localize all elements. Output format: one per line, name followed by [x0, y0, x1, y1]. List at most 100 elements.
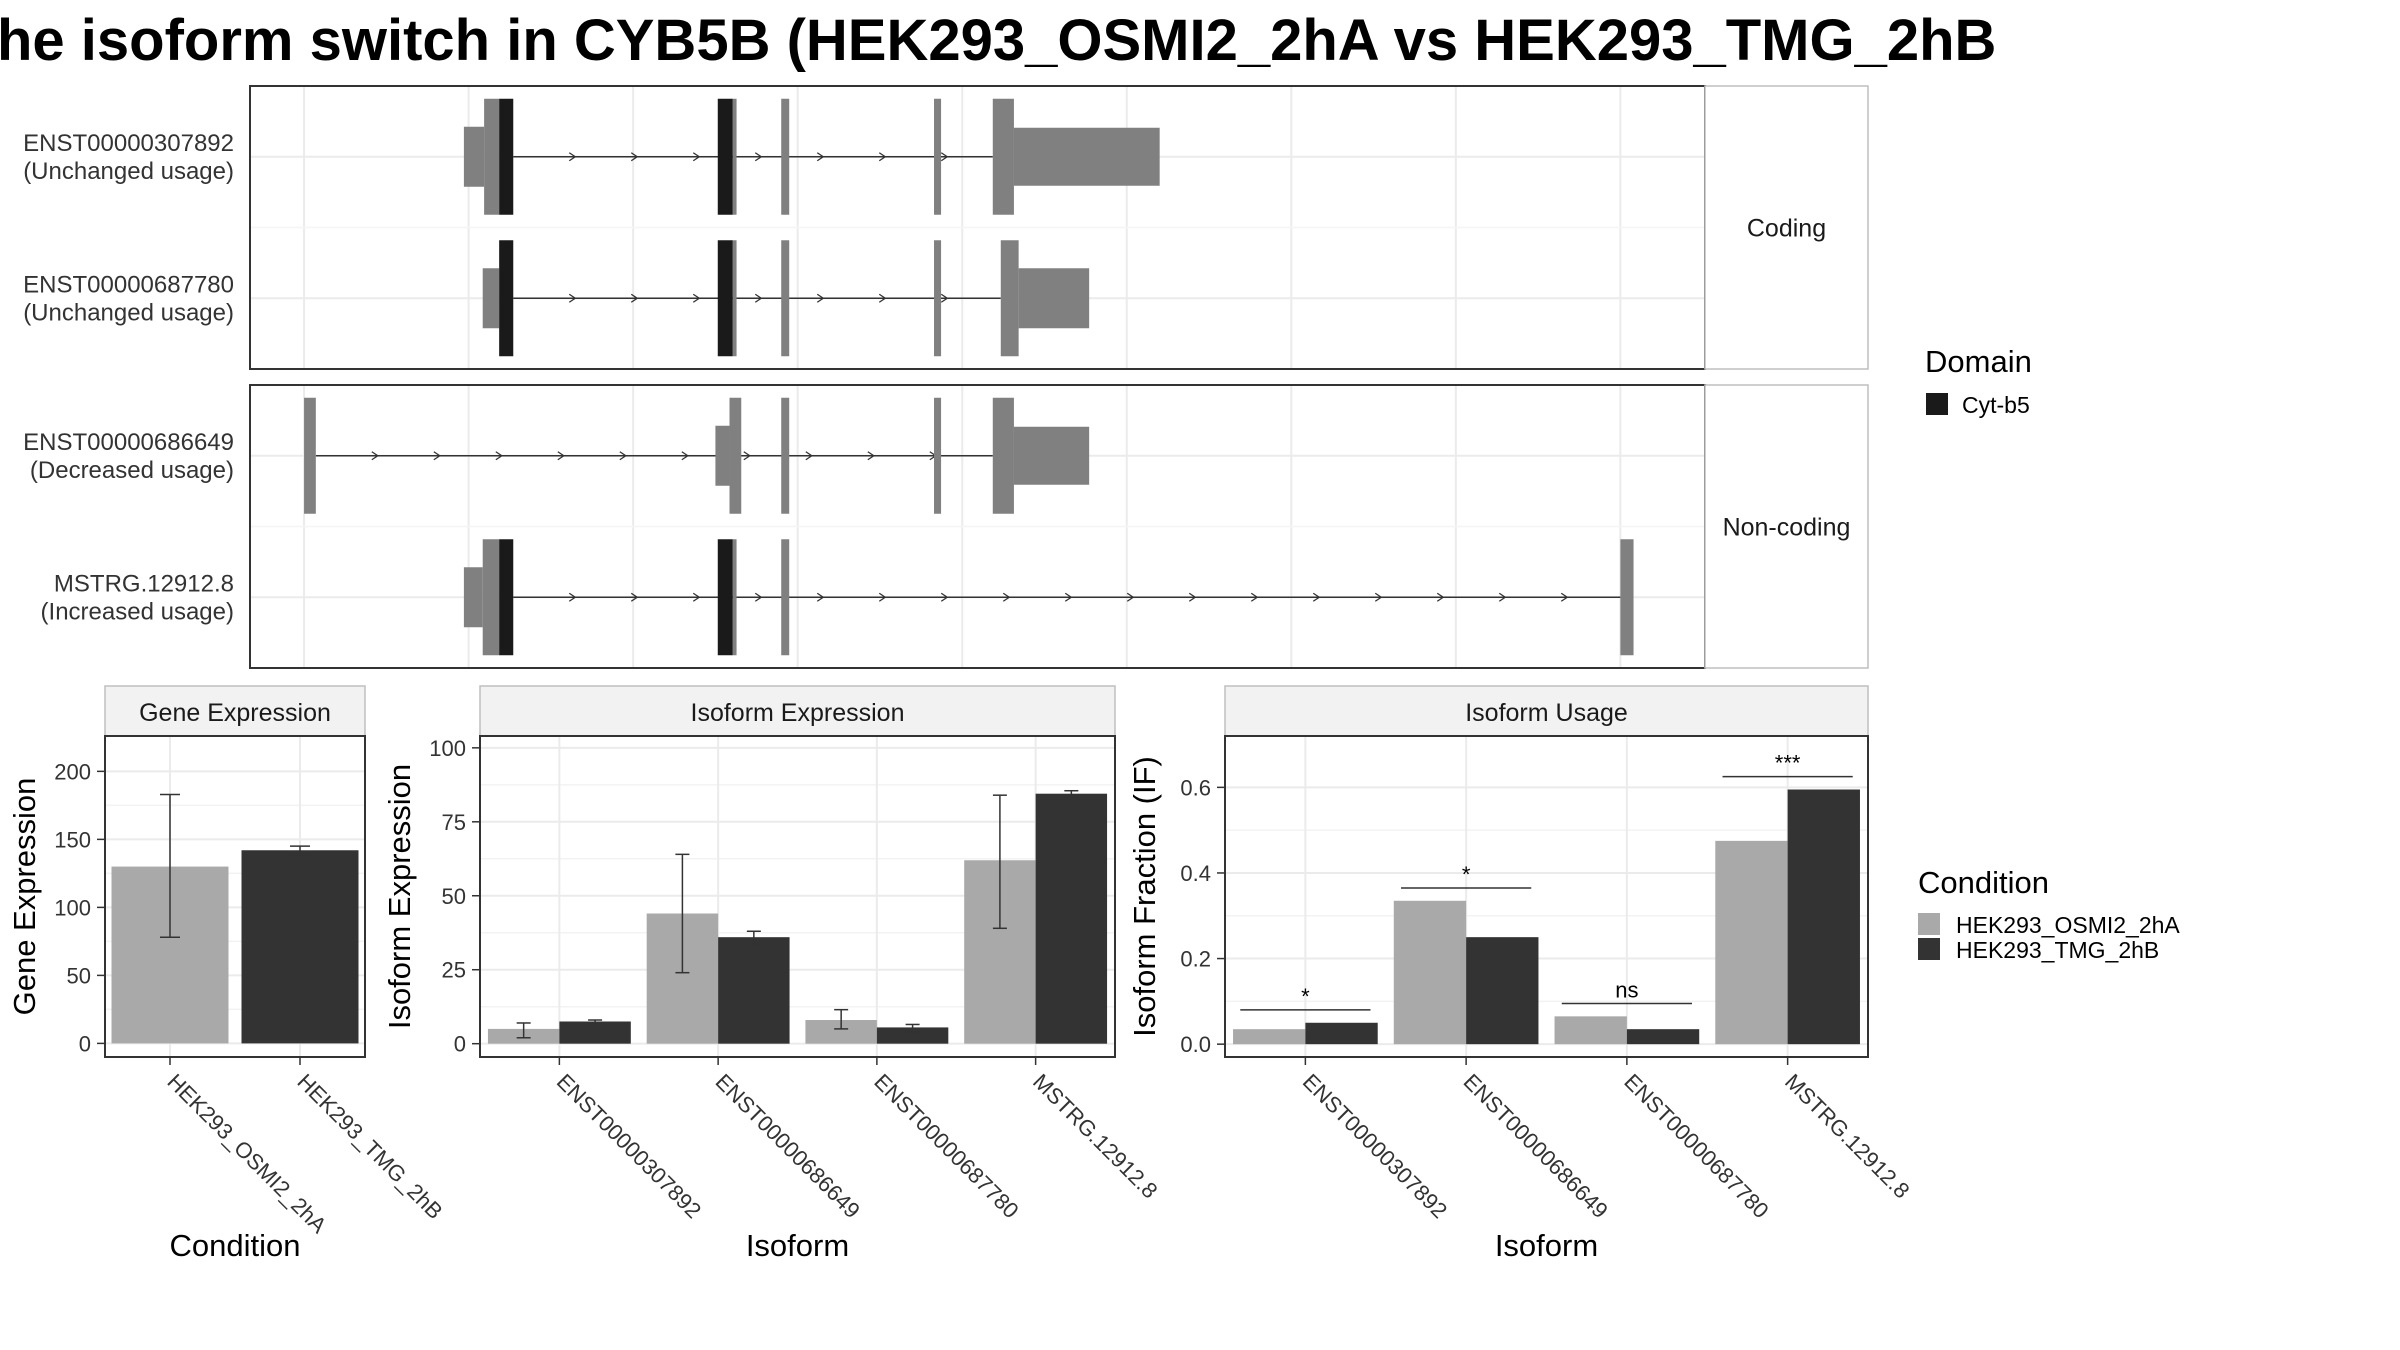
y-axis-title: Gene Expression — [7, 778, 42, 1016]
y-tick-label: 0.0 — [1180, 1032, 1211, 1057]
y-tick-label: 0.6 — [1180, 775, 1211, 800]
domain-block — [499, 98, 514, 215]
intron-direction-arrow — [816, 293, 825, 303]
y-tick-label: 100 — [429, 736, 466, 761]
transcript-usage-label: (Increased usage) — [41, 598, 234, 625]
exon-block — [463, 126, 485, 187]
y-tick-label: 0.2 — [1180, 947, 1211, 972]
domain-legend-key — [1926, 393, 1948, 415]
intron-direction-arrow — [867, 451, 875, 461]
bar-panel-strip-label: Gene Expression — [139, 699, 331, 727]
panel-strip-label: Non-coding — [1723, 514, 1851, 542]
bar-plot-border — [1224, 735, 1869, 1058]
transcript-usage-label: (Unchanged usage) — [23, 299, 234, 326]
x-tick-label: ENST00000687780 — [869, 1069, 1023, 1223]
domain-legend-label: Cyt-b5 — [1962, 392, 2030, 418]
intron-direction-arrow — [619, 451, 627, 461]
domain-block — [717, 240, 733, 357]
domain-block — [717, 539, 733, 656]
intron-direction-arrow — [816, 152, 825, 162]
intron-direction-arrow — [568, 152, 577, 162]
x-tick-label: MSTRG.12912.8 — [1028, 1069, 1162, 1203]
intron-direction-arrow — [878, 592, 887, 602]
intron-direction-arrow — [754, 592, 763, 602]
intron-direction-arrow — [630, 293, 639, 303]
intron-direction-arrow — [568, 592, 577, 602]
intron-direction-arrow — [433, 451, 441, 461]
transcript-structure-panel: ENST00000307892(Unchanged usage)ENST0000… — [23, 85, 1869, 669]
exon-block — [992, 98, 1014, 215]
bar-panel-strip-label: Isoform Usage — [1465, 699, 1628, 727]
y-tick-label: 0 — [79, 1031, 91, 1056]
y-axis-title: Isoform Expression — [382, 764, 417, 1029]
transcript-id-label: ENST00000307892 — [23, 130, 234, 157]
significance-label: * — [1462, 862, 1471, 887]
intron-direction-arrow — [681, 451, 689, 461]
intron-direction-arrow — [1560, 592, 1569, 602]
intron-direction-arrow — [692, 592, 701, 602]
exon-block — [482, 539, 500, 656]
condition-legend-key-a — [1918, 913, 1940, 935]
intron-direction-arrow — [1498, 592, 1507, 602]
exon-block — [729, 397, 742, 514]
condition-legend-label-b: HEK293_TMG_2hB — [1956, 937, 2159, 963]
bar-plot-border — [104, 735, 366, 1058]
bar — [1626, 1029, 1700, 1045]
intron-direction-arrow — [1002, 592, 1011, 602]
exon-block — [1013, 426, 1090, 485]
intron-direction-arrow — [630, 152, 639, 162]
exon-block — [992, 397, 1014, 514]
intron-direction-arrow — [940, 152, 949, 162]
exon-block — [304, 397, 316, 514]
bar — [1554, 1016, 1627, 1045]
intron-direction-arrow — [940, 592, 949, 602]
y-tick-label: 0 — [454, 1032, 466, 1057]
panel-strip — [1704, 384, 1869, 669]
y-tick-label: 50 — [442, 884, 466, 909]
x-axis-title: Condition — [170, 1228, 301, 1263]
x-tick-label: ENST00000686649 — [711, 1069, 865, 1223]
bar-panel-strip — [1224, 685, 1869, 737]
y-tick-label: 25 — [442, 958, 466, 983]
intron-direction-arrow — [754, 152, 763, 162]
exon-block — [781, 539, 790, 656]
bar — [876, 1027, 949, 1044]
intron-direction-arrow — [557, 451, 565, 461]
significance-label: *** — [1775, 751, 1801, 776]
transcript-id-label: MSTRG.12912.8 — [54, 570, 234, 597]
intron-direction-arrow — [743, 451, 751, 461]
figure-title: he isoform switch in CYB5B (HEK293_OSMI2… — [0, 8, 1996, 73]
condition-legend-title: Condition — [1918, 865, 2049, 900]
exon-block — [732, 539, 737, 656]
y-tick-label: 100 — [54, 895, 91, 920]
exon-block — [732, 240, 737, 357]
intron-direction-arrow — [1374, 592, 1383, 602]
transcript-id-label: ENST00000686649 — [23, 429, 234, 456]
exon-block — [1000, 240, 1019, 357]
bar — [1233, 1029, 1306, 1045]
x-tick-label: ENST00000687780 — [1619, 1069, 1773, 1223]
intron-direction-arrow — [692, 152, 701, 162]
exon-block — [1013, 127, 1160, 186]
intron-direction-arrow — [1312, 592, 1321, 602]
intron-direction-arrow — [940, 293, 949, 303]
transcript-usage-label: (Unchanged usage) — [23, 158, 234, 185]
intron-direction-arrow — [754, 293, 763, 303]
intron-direction-arrow — [630, 592, 639, 602]
intron-direction-arrow — [805, 451, 813, 461]
intron-direction-arrow — [1126, 592, 1135, 602]
domain-block — [717, 98, 733, 215]
bar — [559, 1021, 631, 1044]
intron-direction-arrow — [878, 152, 887, 162]
bar — [1393, 900, 1467, 1045]
exon-block — [781, 397, 790, 514]
intron-direction-arrow — [816, 592, 825, 602]
transcript-usage-label: (Decreased usage) — [30, 457, 234, 484]
y-tick-label: 200 — [54, 759, 91, 784]
bar — [1715, 840, 1788, 1045]
exon-block — [463, 567, 483, 628]
exon-block — [781, 240, 790, 357]
expression-bar-panels: Gene Expression050100150200HEK293_OSMI2_… — [7, 685, 1914, 1263]
x-tick-label: ENST00000307892 — [552, 1069, 706, 1223]
